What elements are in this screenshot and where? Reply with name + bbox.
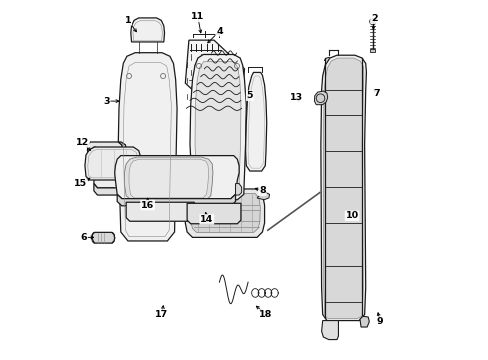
Polygon shape [187,203,241,224]
Text: 13: 13 [289,93,303,102]
Text: 15: 15 [74,179,87,188]
Text: 11: 11 [191,12,204,21]
Text: 6: 6 [81,233,87,242]
Polygon shape [235,184,241,195]
Polygon shape [185,40,244,112]
Polygon shape [323,58,363,319]
Polygon shape [321,320,338,339]
Text: 1: 1 [124,16,131,25]
Polygon shape [85,147,140,180]
Polygon shape [190,54,246,200]
Polygon shape [320,55,366,320]
Polygon shape [195,62,241,196]
Polygon shape [92,232,115,243]
Polygon shape [369,49,375,51]
Polygon shape [117,194,235,206]
Circle shape [369,18,375,25]
Polygon shape [87,142,122,156]
Circle shape [371,20,373,23]
Text: 5: 5 [246,91,253,100]
Circle shape [199,71,217,89]
Polygon shape [185,189,264,237]
Polygon shape [176,166,183,184]
Text: 9: 9 [376,317,383,326]
Polygon shape [126,202,194,221]
Polygon shape [190,194,260,232]
Polygon shape [314,91,327,105]
Polygon shape [118,53,177,241]
Polygon shape [359,316,368,327]
Text: 8: 8 [259,186,265,195]
Text: 14: 14 [200,215,213,224]
Polygon shape [94,157,180,188]
Text: 2: 2 [370,14,377,23]
Polygon shape [129,159,208,198]
Polygon shape [245,72,266,171]
Polygon shape [257,193,269,200]
Text: 10: 10 [345,211,358,220]
Text: 17: 17 [155,310,168,319]
Polygon shape [94,184,180,195]
Text: 7: 7 [373,89,380,98]
Text: 4: 4 [216,27,222,36]
Text: 18: 18 [259,310,272,319]
Text: 16: 16 [141,201,154,210]
Text: 3: 3 [103,96,109,105]
Polygon shape [115,156,239,199]
Polygon shape [118,142,126,157]
Polygon shape [131,18,164,42]
Polygon shape [124,157,212,199]
Text: 12: 12 [76,138,89,147]
